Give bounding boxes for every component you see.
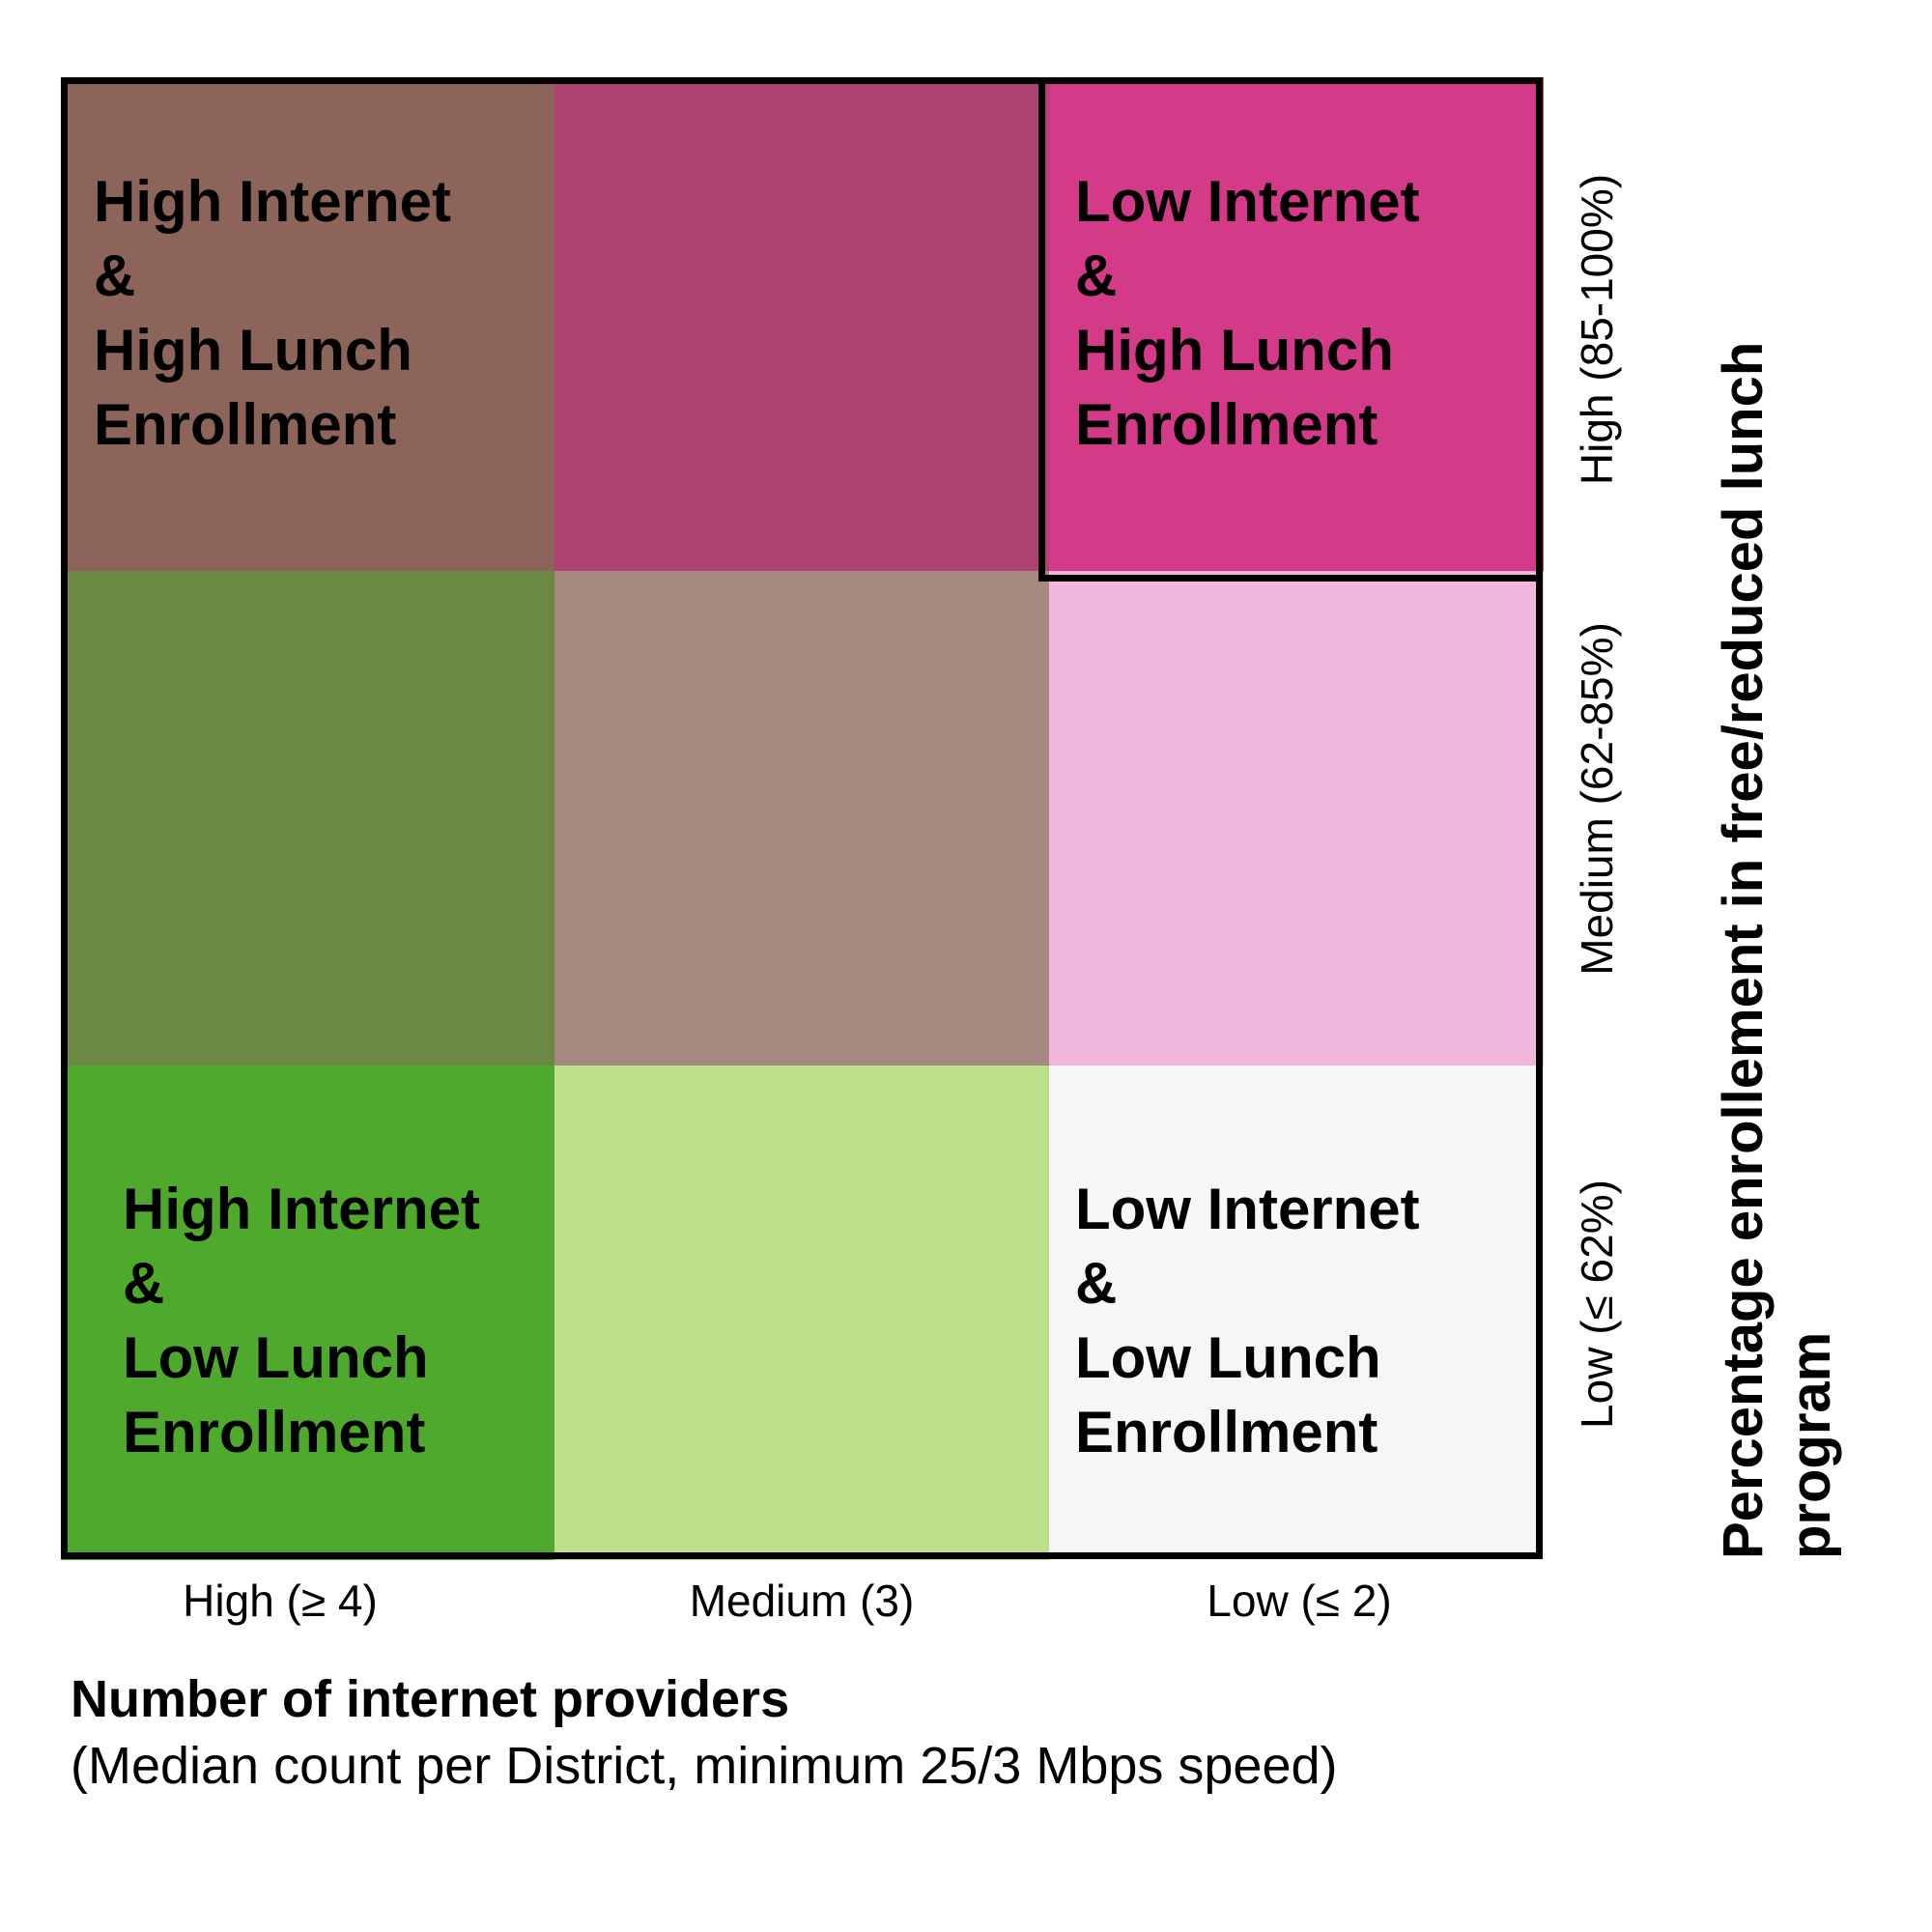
x-axis-title: Number of internet providers xyxy=(71,1670,790,1728)
annotation-bottom-right: Low Internet & Low Lunch Enrollment xyxy=(1075,1172,1420,1469)
annotation-line: & xyxy=(1075,1251,1118,1316)
annotation-line: Enrollment xyxy=(1075,1400,1378,1464)
annotation-line: Low Internet xyxy=(1075,169,1420,234)
y-tick-label-low: Low (≤ 62%) xyxy=(1571,1179,1622,1429)
x-tick-label-medium: Medium (3) xyxy=(689,1576,915,1626)
grid-cell xyxy=(61,571,556,1066)
annotation-line: Enrollment xyxy=(94,392,397,457)
grid-cell xyxy=(554,77,1050,573)
annotation-line: Low Lunch xyxy=(123,1325,429,1390)
x-tick-label-low: Low (≤ 2) xyxy=(1207,1576,1392,1626)
highlight-box-low-internet-high-lunch xyxy=(1038,77,1543,582)
y-tick-label-medium: Medium (62-85%) xyxy=(1571,622,1622,976)
y-axis-title: Percentage enrollement in free/reduced l… xyxy=(1712,341,1842,1559)
annotation-line: Low Internet xyxy=(1075,1177,1420,1241)
grid-cell xyxy=(1048,1065,1544,1560)
grid-frame xyxy=(61,77,1543,1559)
annotation-line: & xyxy=(94,243,136,308)
x-tick-label-high: High (≥ 4) xyxy=(183,1576,378,1626)
annotation-line: High Lunch xyxy=(94,318,412,383)
grid-cell xyxy=(61,77,556,573)
grid-cell xyxy=(554,571,1050,1066)
annotation-line: Enrollment xyxy=(1075,392,1378,457)
grid-cell xyxy=(554,1065,1050,1560)
grid-cell xyxy=(61,1065,556,1560)
bivariate-legend-grid xyxy=(61,77,1544,1560)
annotation-line: & xyxy=(123,1251,165,1316)
annotation-line: Enrollment xyxy=(123,1400,426,1464)
annotation-line: & xyxy=(1075,243,1118,308)
annotation-bottom-left: High Internet & Low Lunch Enrollment xyxy=(123,1172,480,1469)
x-axis-subtitle: (Median count per District, minimum 25/3… xyxy=(71,1737,1338,1795)
annotation-top-right: Low Internet & High Lunch Enrollment xyxy=(1075,164,1420,462)
annotation-top-left: High Internet & High Lunch Enrollment xyxy=(94,164,451,462)
grid-cell xyxy=(1048,571,1544,1066)
annotation-line: High Internet xyxy=(94,169,451,234)
annotation-line: High Internet xyxy=(123,1177,480,1241)
annotation-line: High Lunch xyxy=(1075,318,1394,383)
y-tick-label-high: High (85-100%) xyxy=(1572,173,1623,486)
grid-cell xyxy=(1048,77,1544,573)
annotation-line: Low Lunch xyxy=(1075,1325,1381,1390)
